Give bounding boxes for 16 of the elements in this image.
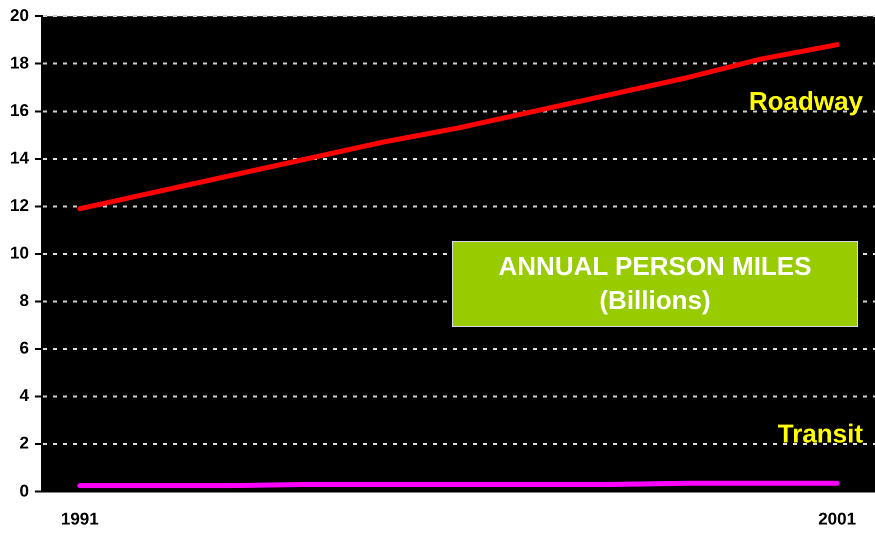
y-tick-label: 10: [10, 244, 29, 263]
y-tick-label: 6: [19, 338, 29, 358]
x-tick-label: 1991: [60, 509, 99, 528]
y-tick-label: 14: [10, 148, 30, 168]
x-tick-label: 2001: [818, 509, 856, 528]
y-tick-label: 8: [19, 291, 29, 310]
y-tick-label: 16: [10, 100, 29, 120]
y-tick-label: 18: [10, 53, 29, 72]
y-tick-label: 0: [19, 481, 29, 500]
y-tick-label: 4: [19, 386, 30, 406]
y-tick-label: 20: [10, 6, 29, 25]
title-panel: ANNUAL PERSON MILES (Billions): [452, 241, 858, 327]
y-tick-label: 2: [19, 434, 29, 453]
y-tick-label: 12: [10, 196, 29, 216]
series-label: Transit: [778, 418, 864, 448]
series-label: Roadway: [748, 86, 864, 116]
